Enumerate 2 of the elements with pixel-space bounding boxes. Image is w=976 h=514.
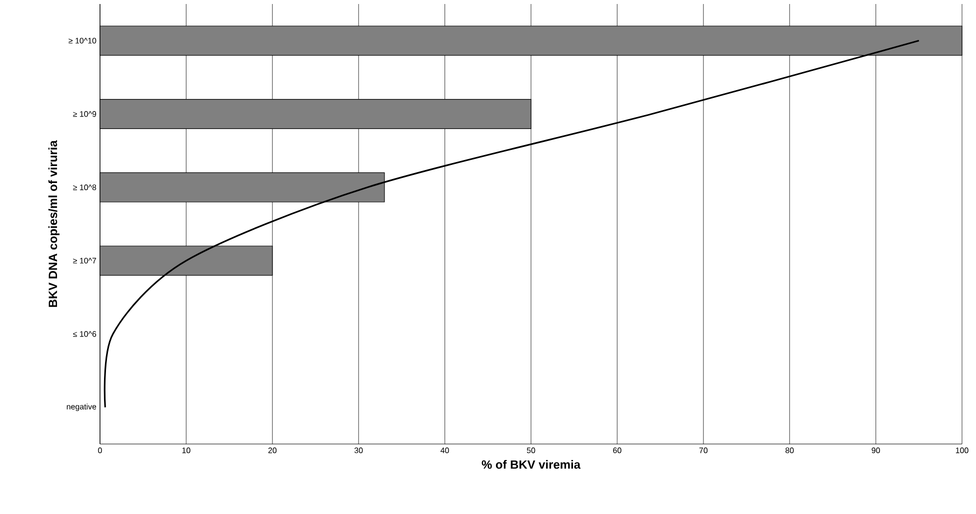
x-axis-title: % of BKV viremia	[482, 460, 581, 469]
y-axis-title: BKV DNA copies/ml of viruria	[48, 140, 60, 307]
